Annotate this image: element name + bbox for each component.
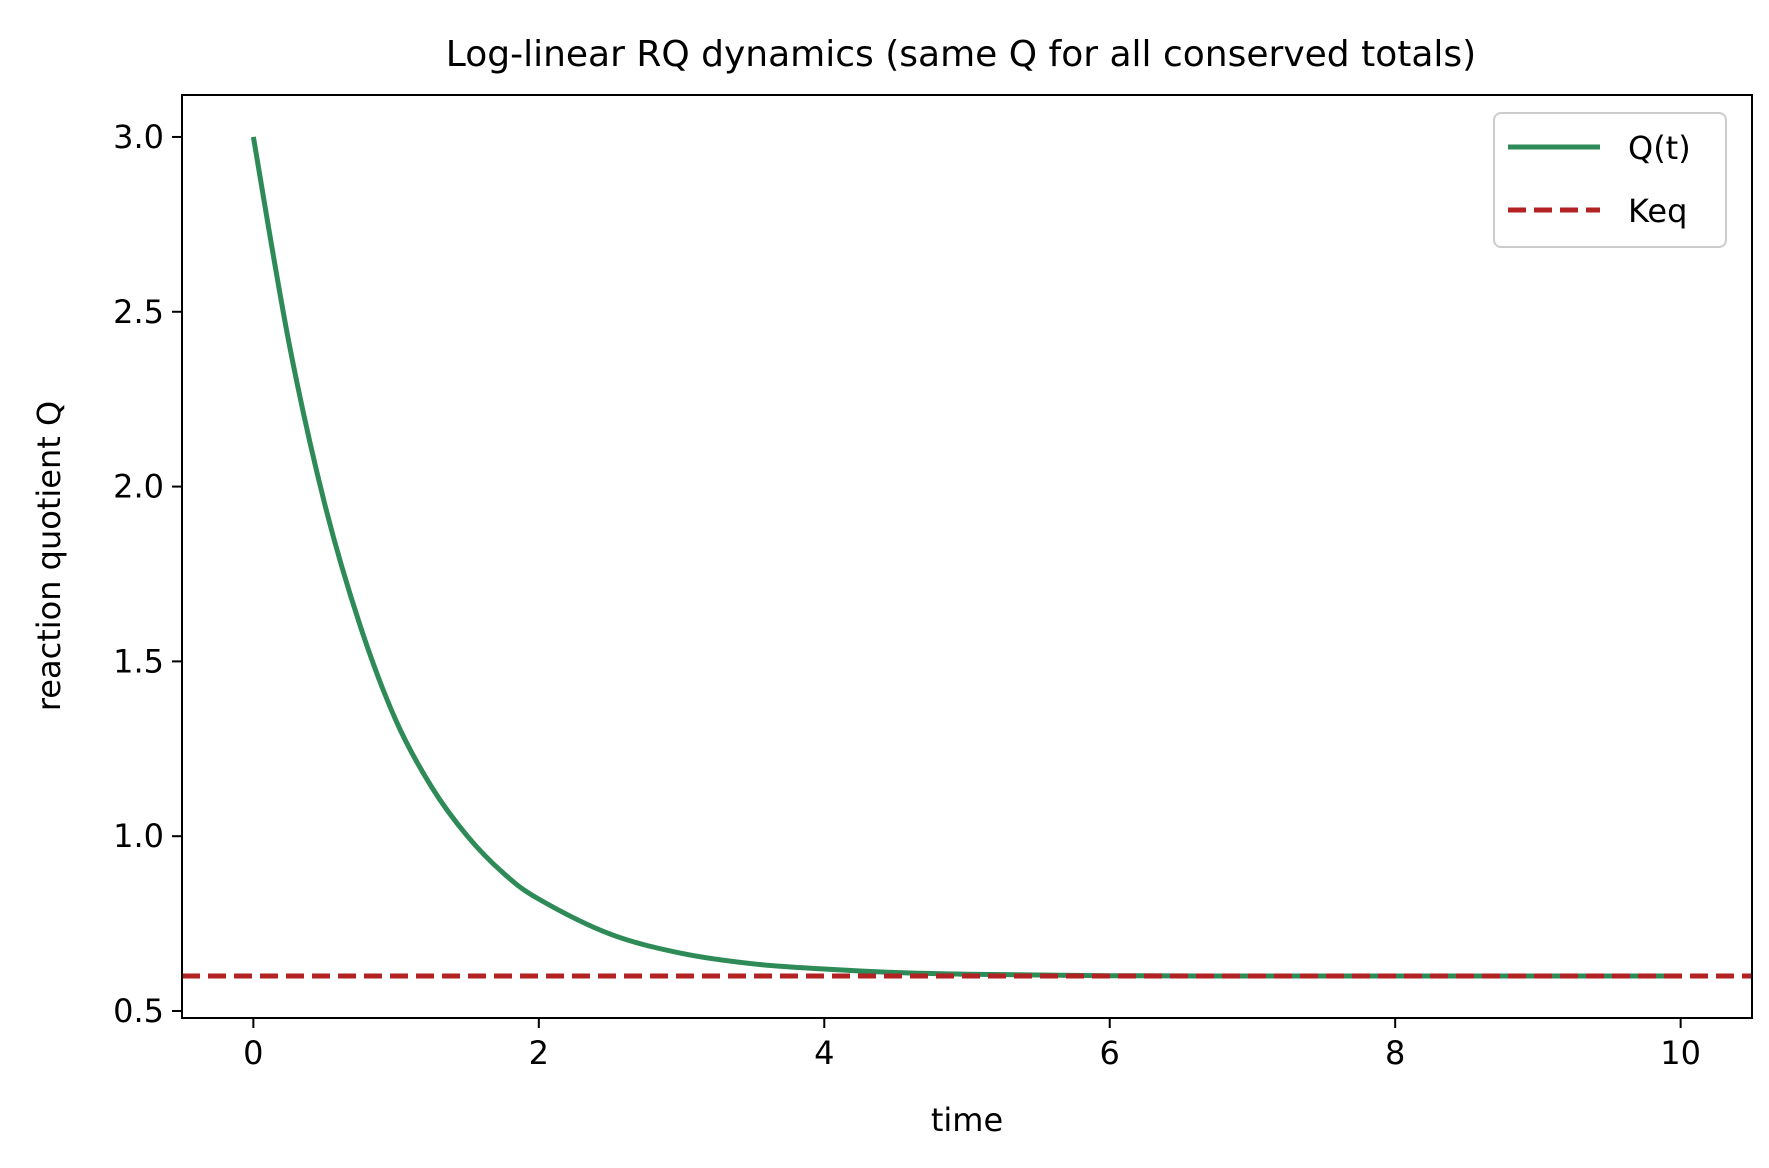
x-tick-label: 0	[243, 1034, 263, 1072]
series-line-q-t	[250, 136, 1681, 979]
x-axis-label: time	[931, 1101, 1003, 1139]
legend-label-q: Q(t)	[1628, 129, 1691, 167]
plot-area	[181, 94, 1753, 1019]
y-tick-label: 1.5	[113, 642, 164, 680]
x-axis: 0 2 4 6 8 10	[243, 1018, 1701, 1072]
series-layer	[182, 136, 1752, 979]
y-axis: 0.5 1.0 1.5 2.0 2.5 3.0	[113, 118, 182, 1030]
y-axis-label: reaction quotient Q	[30, 401, 68, 711]
x-tick-label: 4	[814, 1034, 834, 1072]
y-tick-label: 3.0	[113, 118, 164, 156]
legend-box	[1493, 112, 1727, 248]
legend-label-keq: Keq	[1628, 192, 1687, 230]
y-tick-label: 2.5	[113, 293, 164, 331]
chart-title: Log-linear RQ dynamics (same Q for all c…	[446, 34, 1476, 75]
x-tick-label: 8	[1385, 1034, 1405, 1072]
x-tick-label: 10	[1660, 1034, 1701, 1072]
x-tick-label: 2	[529, 1034, 549, 1072]
legend: Q(t) Keq	[1493, 112, 1727, 248]
x-tick-label: 6	[1100, 1034, 1120, 1072]
y-tick-label: 1.0	[113, 817, 164, 855]
axes-frame	[181, 94, 1753, 1019]
y-tick-label: 2.0	[113, 468, 164, 506]
y-tick-label: 0.5	[113, 992, 164, 1030]
